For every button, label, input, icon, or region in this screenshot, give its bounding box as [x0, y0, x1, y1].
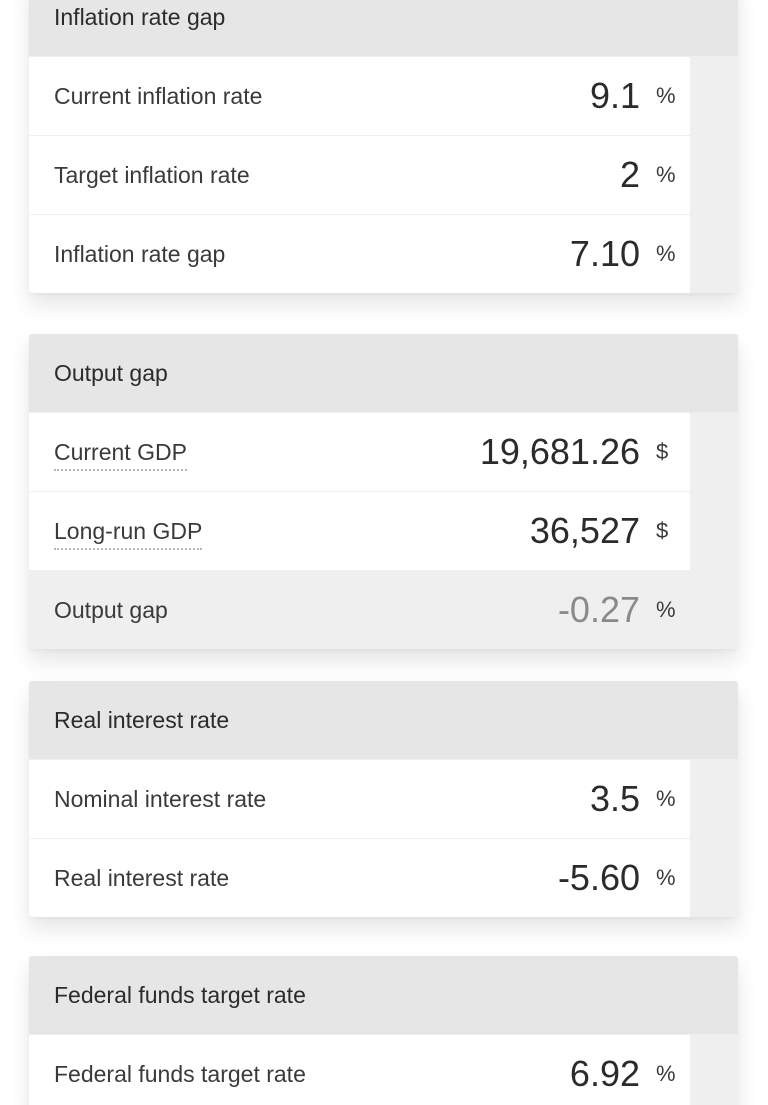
real-interest-rate-input[interactable]: -5.60 — [557, 857, 640, 898]
field-label: Federal funds target rate — [54, 1060, 306, 1087]
unit-label: % — [656, 865, 676, 890]
unit-label: $ — [656, 518, 669, 543]
unit-label: % — [656, 162, 676, 187]
input-row-target-inflation-rate[interactable]: Target inflation rate 2 % — [29, 135, 738, 214]
input-row-long-run-gdp[interactable]: Long-run GDP 36,527 $ — [29, 491, 738, 570]
field-label[interactable]: Long-run GDP — [29, 517, 530, 550]
field-label: Target inflation rate — [54, 161, 250, 188]
input-row-current-gdp[interactable]: Current GDP 19,681.26 $ — [29, 412, 738, 491]
card-header-inflation-rate-gap: Inflation rate gap — [29, 0, 738, 56]
target-inflation-rate-input[interactable]: 2 — [619, 154, 640, 195]
long-run-gdp-label[interactable]: Long-run GDP — [54, 517, 203, 550]
input-row-current-inflation-rate[interactable]: Current inflation rate 9.1 % — [29, 56, 738, 135]
unit-label: % — [656, 83, 676, 108]
output-gap-value: -0.27 — [557, 589, 640, 630]
input-row-federal-funds-target-rate[interactable]: Federal funds target rate 6.92 % — [29, 1034, 738, 1105]
field-label[interactable]: Current GDP — [29, 438, 480, 471]
nominal-interest-rate-input[interactable]: 3.5 — [589, 778, 640, 819]
card-title: Output gap — [54, 359, 168, 386]
input-row-inflation-rate-gap[interactable]: Inflation rate gap 7.10 % — [29, 214, 738, 293]
current-gdp-input[interactable]: 19,681.26 — [479, 431, 640, 472]
current-gdp-label[interactable]: Current GDP — [54, 438, 187, 471]
field-label: Output gap — [54, 596, 168, 623]
inflation-rate-gap-input[interactable]: 7.10 — [569, 233, 640, 274]
long-run-gdp-input[interactable]: 36,527 — [529, 510, 640, 551]
federal-funds-target-rate-input[interactable]: 6.92 — [569, 1053, 640, 1094]
output-row-output-gap: Output gap -0.27 % — [29, 570, 738, 649]
card-header-real-interest-rate: Real interest rate — [29, 681, 738, 759]
input-row-real-interest-rate[interactable]: Real interest rate -5.60 % — [29, 838, 738, 917]
field-label: Current inflation rate — [54, 82, 263, 109]
card-title: Real interest rate — [54, 706, 230, 733]
card-title: Inflation rate gap — [54, 3, 226, 30]
field-label: Inflation rate gap — [54, 240, 226, 267]
card-title: Federal funds target rate — [54, 981, 306, 1008]
inflation-rate-gap-card: Inflation rate gap Current inflation rat… — [29, 0, 738, 293]
output-gap-card: Output gap Current GDP 19,681.26 $ Long-… — [29, 334, 738, 649]
real-interest-rate-card: Real interest rate Nominal interest rate… — [29, 681, 738, 917]
unit-label: % — [656, 241, 676, 266]
input-row-nominal-interest-rate[interactable]: Nominal interest rate 3.5 % — [29, 759, 738, 838]
federal-funds-target-rate-card: Federal funds target rate Federal funds … — [29, 956, 738, 1105]
unit-label: $ — [656, 439, 669, 464]
current-inflation-rate-input[interactable]: 9.1 — [589, 75, 640, 116]
unit-label: % — [656, 786, 676, 811]
field-label: Real interest rate — [54, 864, 230, 891]
unit-label: % — [656, 597, 676, 622]
card-header-federal-funds-target-rate: Federal funds target rate — [29, 956, 738, 1034]
field-label: Nominal interest rate — [54, 785, 267, 812]
card-header-output-gap: Output gap — [29, 334, 738, 412]
unit-label: % — [656, 1061, 676, 1086]
